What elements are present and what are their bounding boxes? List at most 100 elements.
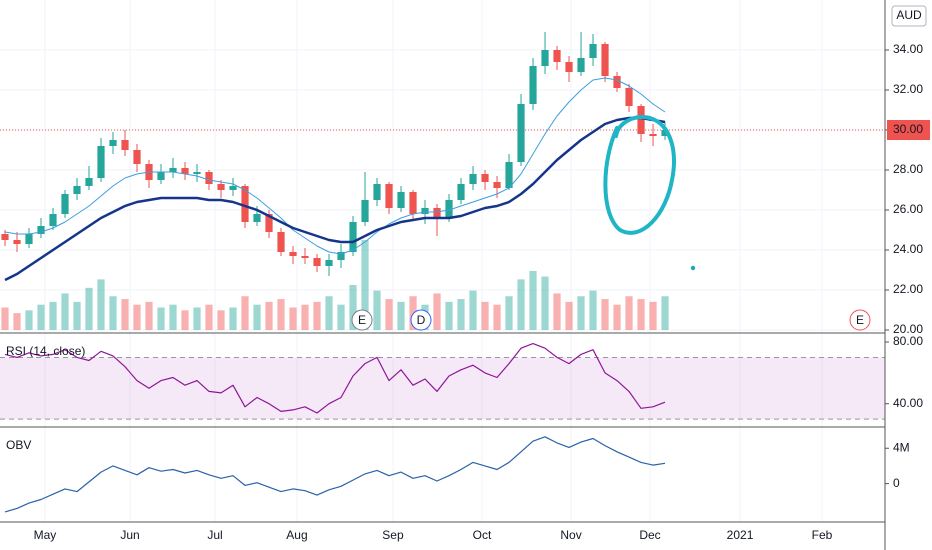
candle-body (49, 214, 57, 226)
volume-bar (97, 279, 105, 330)
volume-bar (61, 293, 69, 330)
candle-body (613, 76, 621, 88)
y-tick-label: 22.00 (893, 282, 923, 296)
candle-body (121, 140, 129, 150)
volume-bar (157, 307, 165, 330)
candle-body (205, 172, 213, 184)
candle-body (37, 226, 45, 234)
volume-bar (145, 301, 153, 330)
volume-bar (313, 301, 321, 330)
event-marker (849, 309, 871, 331)
plot (0, 32, 885, 513)
volume-bar (337, 304, 345, 330)
rsi-band (0, 357, 885, 420)
volume-bar (85, 287, 93, 330)
volume-bar (241, 296, 249, 330)
candle-body (157, 172, 165, 180)
currency: AUD (896, 8, 922, 22)
volume-bar (649, 301, 657, 330)
volume-bar (397, 301, 405, 330)
volume-bar (565, 301, 573, 330)
x-tick-label: Nov (560, 528, 581, 542)
volume-bar (541, 276, 549, 330)
event-label: E (856, 313, 864, 327)
candle-body (25, 234, 33, 244)
candle-body (445, 200, 453, 218)
volume-bar (517, 279, 525, 330)
x-tick-label: May (34, 528, 57, 542)
candle-body (73, 186, 81, 194)
currency-box[interactable] (891, 5, 927, 27)
volume-bar (625, 296, 633, 330)
candle-body (349, 222, 357, 252)
event-marker (351, 309, 373, 331)
volume-bar (637, 299, 645, 330)
volume-bar (73, 301, 81, 330)
y-tick-label: 0 (893, 476, 900, 490)
hand-drawn-circle[interactable] (603, 115, 676, 235)
y-tick-label: 80.00 (893, 334, 923, 348)
volume-bar (385, 299, 393, 330)
candle-body (361, 200, 369, 222)
event-label: E (358, 313, 366, 327)
annotation-dot[interactable] (690, 265, 696, 271)
candle-body (253, 214, 261, 222)
volume-bar (661, 296, 669, 330)
last-price-label: 30.00 (893, 122, 923, 136)
candle-body (397, 192, 405, 208)
y-tick-label: 34.00 (893, 42, 923, 56)
candle-body (649, 134, 657, 136)
volume-bar (25, 310, 33, 330)
volume-bar (493, 304, 501, 330)
pane-title: RSI (14, close) (6, 344, 85, 358)
candle-body (517, 104, 525, 162)
volume-bar (37, 304, 45, 330)
indicator-line (4, 343, 666, 414)
indicator-line (4, 436, 666, 513)
volume-bar (229, 307, 237, 330)
volume-bar (253, 304, 261, 330)
y-tick-label: 4M (893, 440, 910, 454)
volume-bar (409, 296, 417, 330)
candle-body (385, 184, 393, 208)
candle-body (457, 184, 465, 200)
event-marker (410, 309, 432, 331)
volume-bar (481, 301, 489, 330)
candle-body (325, 260, 333, 266)
candle-body (481, 174, 489, 182)
x-tick-label: Dec (639, 528, 660, 542)
x-tick-label: Jun (120, 528, 139, 542)
candle-body (133, 150, 141, 164)
candle-body (577, 58, 585, 72)
volume-bar (265, 301, 273, 330)
volume-bar (505, 296, 513, 330)
volume-bar (373, 290, 381, 330)
x-tick-label: Jul (207, 528, 222, 542)
candle-body (289, 252, 297, 256)
volume-bar (193, 307, 201, 330)
volume-bar (445, 301, 453, 330)
candle-body (1, 234, 9, 240)
candle-body (541, 50, 549, 66)
x-tick-label: 2021 (727, 528, 754, 542)
candle-body (421, 208, 429, 214)
volume-bar (469, 290, 477, 330)
candle-body (241, 186, 249, 222)
volume-bar (613, 304, 621, 330)
y-tick-label: 40.00 (893, 396, 923, 410)
axes: May Jun Jul Aug Sep Oct Nov Dec 2021 Feb 20.00 22.0… (6, 42, 930, 542)
volume-bar (325, 296, 333, 330)
candle-body (589, 44, 597, 58)
volume-bar (601, 299, 609, 330)
volume-bar (349, 285, 357, 330)
volume-bar (553, 293, 561, 330)
candle-body (193, 172, 201, 174)
volume-bar (1, 307, 9, 330)
candle-body (277, 232, 285, 252)
candle-body (409, 192, 417, 214)
candle-body (169, 168, 177, 172)
volume-bar (529, 270, 537, 330)
volume-bar (433, 293, 441, 330)
